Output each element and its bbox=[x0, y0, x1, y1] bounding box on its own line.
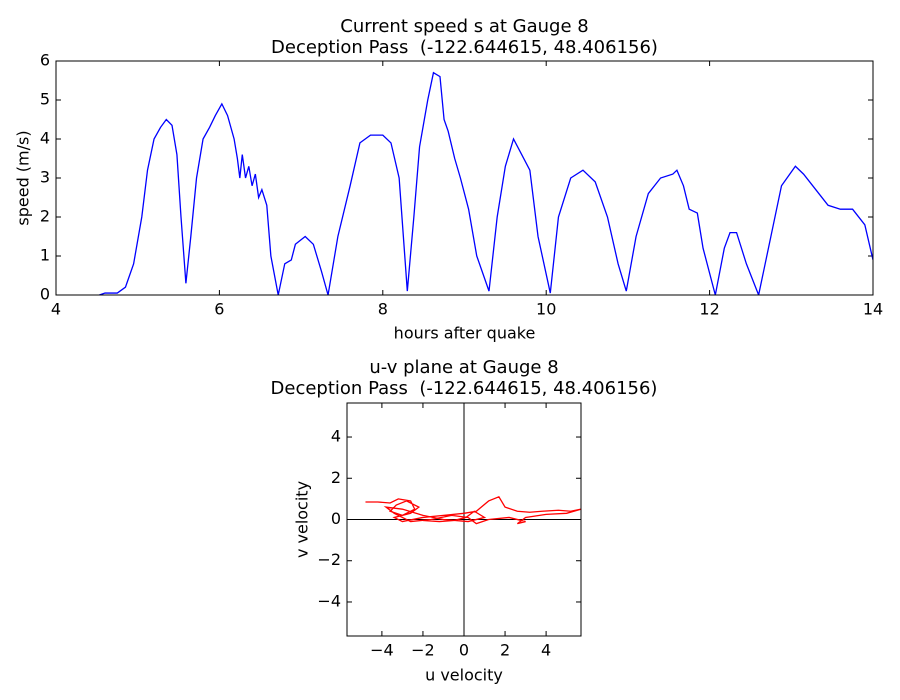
plot-frame bbox=[346, 402, 582, 637]
y-tick-label: −2 bbox=[317, 550, 341, 569]
chart-title: u-v plane at Gauge 8 bbox=[369, 357, 558, 378]
x-axis-label: u velocity bbox=[425, 666, 503, 685]
chart-subtitle: Deception Pass (-122.644615, 48.406156) bbox=[271, 378, 658, 399]
x-tick-label: 12 bbox=[699, 300, 719, 319]
y-tick-label: 2 bbox=[331, 468, 341, 487]
x-tick-label: 4 bbox=[51, 300, 61, 319]
y-axis-label: speed (m/s) bbox=[14, 130, 33, 225]
x-tick-label: 10 bbox=[536, 300, 556, 319]
chart-title: Current speed s at Gauge 8 bbox=[340, 16, 588, 37]
x-tick-label: 2 bbox=[500, 641, 510, 660]
y-tick-label: 2 bbox=[40, 207, 50, 226]
y-tick-label: 4 bbox=[331, 427, 341, 446]
x-axis-label: hours after quake bbox=[394, 324, 536, 343]
y-tick-label: 0 bbox=[331, 509, 341, 528]
chart-subtitle: Deception Pass (-122.644615, 48.406156) bbox=[271, 37, 658, 58]
x-tick-label: 4 bbox=[541, 641, 551, 660]
y-tick-label: 4 bbox=[40, 129, 50, 148]
plot-frame bbox=[55, 60, 874, 296]
x-tick-label: 6 bbox=[214, 300, 224, 319]
y-tick-label: 1 bbox=[40, 246, 50, 265]
x-tick-label: −2 bbox=[411, 641, 435, 660]
x-tick-label: −4 bbox=[370, 641, 394, 660]
y-tick-label: 6 bbox=[40, 51, 50, 70]
x-tick-label: 14 bbox=[863, 300, 883, 319]
y-tick-label: 3 bbox=[40, 168, 50, 187]
y-tick-label: 5 bbox=[40, 90, 50, 109]
x-tick-label: 8 bbox=[378, 300, 388, 319]
data-line bbox=[99, 71, 873, 295]
data-line bbox=[365, 496, 581, 525]
y-tick-label: −4 bbox=[317, 591, 341, 610]
x-tick-label: 0 bbox=[459, 641, 469, 660]
y-tick-label: 0 bbox=[40, 285, 50, 304]
y-axis-label: v velocity bbox=[293, 481, 312, 558]
